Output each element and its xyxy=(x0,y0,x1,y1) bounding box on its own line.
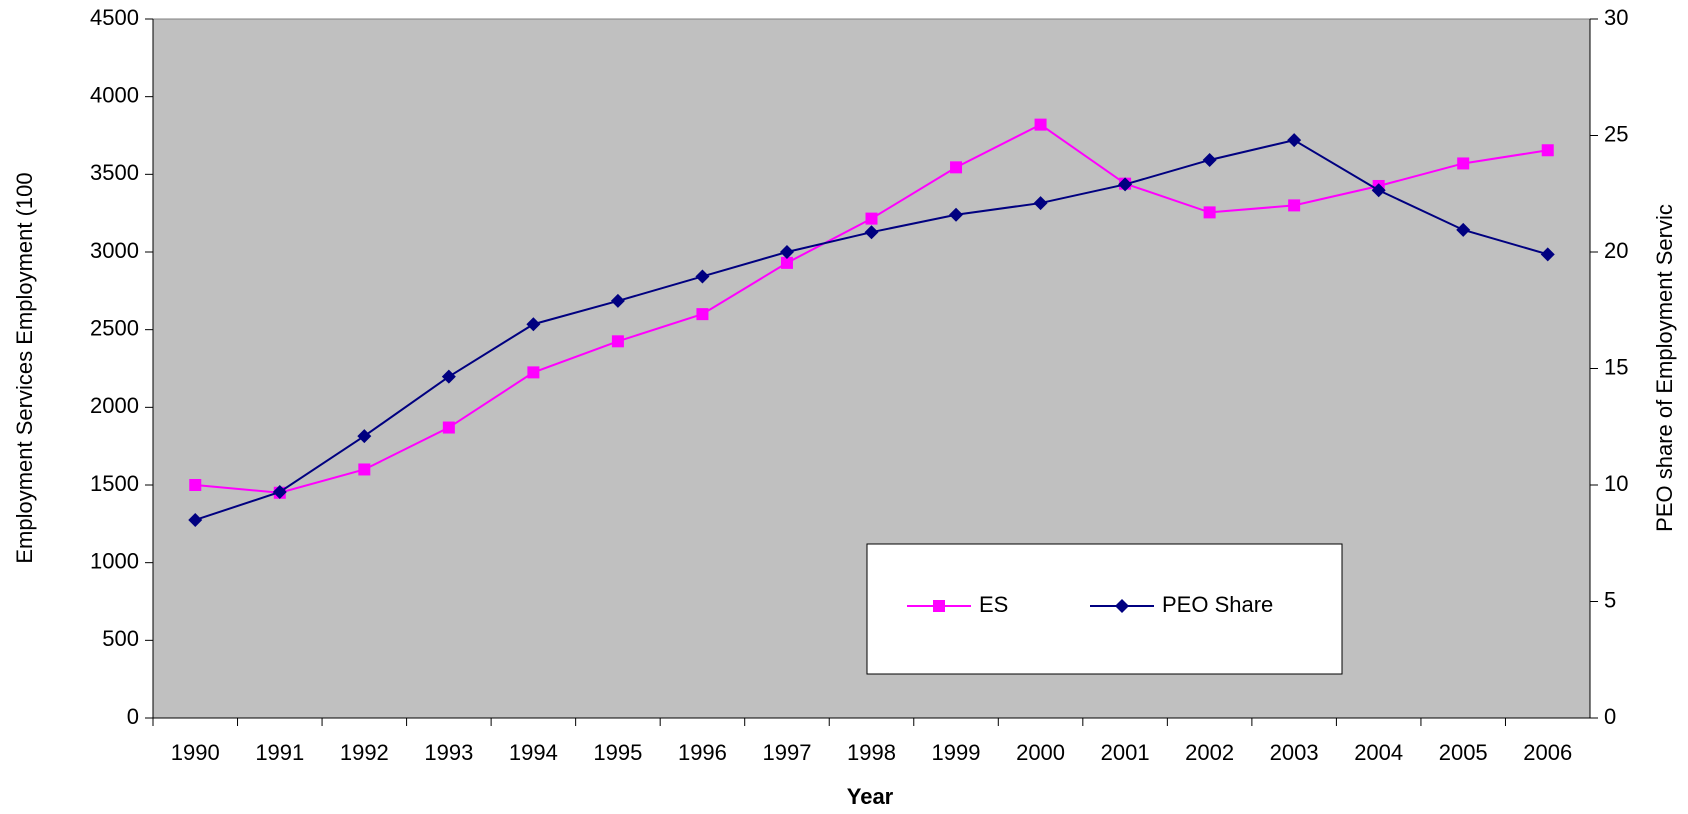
marker xyxy=(610,293,625,308)
marker xyxy=(865,212,878,225)
y2-tick-label: 5 xyxy=(1604,587,1616,612)
marker xyxy=(780,256,793,269)
marker xyxy=(1202,152,1217,167)
x-tick-label: 2002 xyxy=(1185,740,1234,765)
x-tick-label: 1995 xyxy=(593,740,642,765)
x-tick-label: 2004 xyxy=(1354,740,1403,765)
legend-label: PEO Share xyxy=(1162,592,1273,617)
y-tick-label: 2500 xyxy=(90,315,139,340)
x-tick-label: 2000 xyxy=(1016,740,1065,765)
y-tick-label: 3500 xyxy=(90,160,139,185)
marker xyxy=(442,421,455,434)
marker xyxy=(611,335,624,348)
x-tick-label: 1993 xyxy=(424,740,473,765)
marker xyxy=(1118,177,1133,192)
y-axis-label: Employment Services Employment (100 xyxy=(12,172,37,563)
y-tick-label: 500 xyxy=(102,626,139,651)
x-tick-label: 2006 xyxy=(1523,740,1572,765)
x-tick-label: 1990 xyxy=(171,740,220,765)
marker xyxy=(1115,599,1129,613)
marker xyxy=(695,269,710,284)
marker xyxy=(189,479,202,491)
marker xyxy=(950,161,963,174)
marker xyxy=(949,207,964,222)
x-tick-label: 1991 xyxy=(255,740,304,765)
marker xyxy=(441,369,456,384)
marker xyxy=(1287,133,1302,148)
y2-tick-label: 20 xyxy=(1604,238,1628,263)
y-tick-label: 4500 xyxy=(90,5,139,30)
y-tick-label: 0 xyxy=(127,704,139,729)
x-tick-label: 2005 xyxy=(1439,740,1488,765)
marker xyxy=(1540,247,1555,262)
y2-tick-label: 15 xyxy=(1604,354,1628,379)
x-tick-label: 2001 xyxy=(1101,740,1150,765)
y-tick-label: 2000 xyxy=(90,393,139,418)
marker xyxy=(779,245,794,259)
marker xyxy=(272,484,287,499)
marker xyxy=(1033,196,1048,211)
x-tick-label: 1996 xyxy=(678,740,727,765)
y-tick-label: 1500 xyxy=(90,471,139,496)
marker xyxy=(1034,118,1047,131)
y2-tick-label: 30 xyxy=(1604,5,1628,30)
legend-label: ES xyxy=(979,592,1008,617)
y2-tick-label: 0 xyxy=(1604,704,1616,729)
y-tick-label: 3000 xyxy=(90,238,139,263)
y2-tick-label: 10 xyxy=(1604,471,1628,496)
marker xyxy=(526,317,541,332)
marker xyxy=(188,512,203,527)
x-tick-label: 2003 xyxy=(1270,740,1319,765)
x-axis-label: Year xyxy=(847,784,894,809)
marker xyxy=(864,225,879,240)
x-tick-label: 1994 xyxy=(509,740,558,765)
marker xyxy=(1456,222,1471,237)
y2-axis-label: PEO share of Employment Servic xyxy=(1652,204,1677,532)
x-tick-label: 1999 xyxy=(932,740,981,765)
marker xyxy=(357,429,372,444)
marker xyxy=(933,600,945,612)
y-tick-label: 1000 xyxy=(90,548,139,573)
marker xyxy=(696,308,709,321)
marker xyxy=(527,366,540,379)
legend xyxy=(866,543,1343,675)
marker xyxy=(1288,199,1301,212)
y-tick-label: 4000 xyxy=(90,82,139,107)
marker xyxy=(1457,157,1470,170)
marker xyxy=(1541,144,1554,157)
x-tick-label: 1992 xyxy=(340,740,389,765)
x-tick-label: 1998 xyxy=(847,740,896,765)
x-tick-label: 1997 xyxy=(762,740,811,765)
marker xyxy=(358,463,371,476)
marker xyxy=(1203,206,1216,219)
marker xyxy=(1371,183,1386,198)
y2-tick-label: 25 xyxy=(1604,121,1628,146)
